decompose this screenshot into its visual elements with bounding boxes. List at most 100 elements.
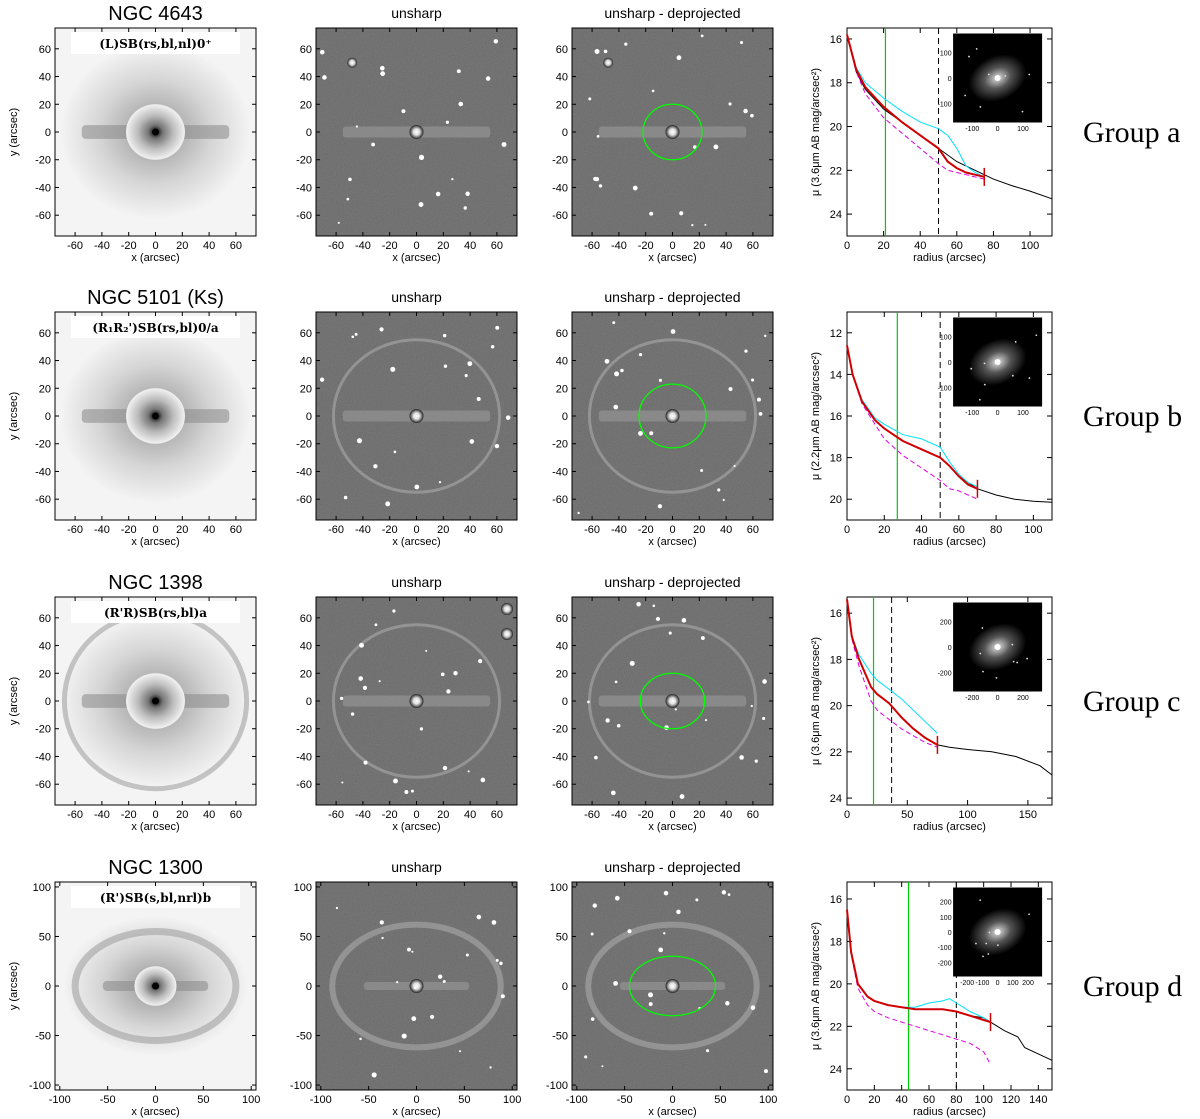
profile-panel: 0 50 100 150 16 18 20 22 24 radius (arcsec) μ (3.6… — [810, 596, 1053, 833]
x-tick-label: -20 — [121, 524, 137, 536]
x-tick-label: 20 — [878, 524, 890, 536]
x-tick-label: 40 — [720, 809, 732, 821]
inset-image: -200 -200 0 0 200 200 — [938, 602, 1043, 702]
x-tick-label: 80 — [950, 1094, 962, 1106]
field-star — [411, 950, 414, 953]
x-tick-label: 20 — [176, 524, 188, 536]
x-tick-label: -60 — [67, 809, 83, 821]
y-tick-label: 40 — [556, 72, 568, 84]
field-star — [590, 932, 594, 936]
x-tick-label: 20 — [868, 1094, 880, 1106]
x-tick-label: 0 — [669, 240, 675, 252]
y-tick-label: 20 — [300, 668, 312, 680]
profile-panel: 0 20 40 60 80 100 120 140 16 18 20 22 24 radius (arcs… — [810, 881, 1053, 1118]
x-tick-label: -40 — [355, 809, 371, 821]
x-tick-label: 50 — [458, 1094, 470, 1106]
unsharp-title: unsharp — [391, 289, 442, 305]
profile-y-label: μ (3.6μm AB mag/arcsec²) — [810, 68, 822, 196]
y-tick-label: -100 — [546, 1080, 568, 1092]
inset-y-tick: 0 — [948, 645, 952, 652]
galaxy-title: NGC 4643 — [108, 3, 203, 25]
y-tick-label: 0 — [306, 127, 312, 139]
profile-panel: 0 20 40 60 80 100 12 14 16 18 20 radius (arcsec) μ (… — [810, 311, 1053, 548]
profile-series-minor — [846, 345, 978, 500]
x-tick-label: 0 — [844, 809, 850, 821]
field-star — [750, 113, 754, 118]
field-star — [442, 333, 447, 338]
x-tick-label: -20 — [382, 240, 398, 252]
x-tick-label: -60 — [328, 809, 344, 821]
inset-x-tick: -100 — [965, 126, 979, 133]
field-star — [451, 177, 454, 181]
field-star — [679, 794, 685, 799]
inset-star — [983, 362, 986, 365]
y-tick-label: 60 — [300, 328, 312, 340]
field-star — [404, 790, 409, 794]
y-tick-label: -50 — [35, 1031, 51, 1043]
x-tick-label: 60 — [953, 524, 965, 536]
field-star — [390, 366, 396, 372]
x-tick-label: 0 — [844, 240, 850, 252]
x-axis-label: x (arcsec) — [131, 821, 179, 833]
inset-x-tick: 100 — [1017, 126, 1029, 133]
classification-label: (R'R)SB(rs,bl)a — [104, 606, 207, 620]
y-tick-label: 40 — [39, 72, 51, 84]
group-label: Group d — [1083, 970, 1182, 1003]
field-star — [721, 890, 727, 895]
field-star — [594, 755, 598, 760]
profile-series-minor — [846, 909, 991, 1065]
inset-image: -100 -100 0 0 100 100 — [938, 33, 1043, 133]
x-tick-label: 60 — [747, 240, 759, 252]
x-tick-label: -20 — [638, 240, 654, 252]
y-tick-label: -20 — [552, 155, 568, 167]
field-star — [464, 374, 468, 378]
unsharp-title: unsharp — [391, 574, 442, 590]
field-star — [744, 349, 748, 353]
galaxy-image-panel: (R')SB(s,bl,nrl)b -100 -100 -50 -50 0 0 50 50 100… — [8, 881, 260, 1118]
inset-y-tick: -100 — [938, 945, 952, 952]
inset-x-tick: 100 — [1017, 410, 1029, 417]
inset-y-tick: 0 — [948, 360, 952, 367]
inset-image: -100 -100 0 0 100 100 — [938, 317, 1043, 417]
field-star — [410, 789, 414, 793]
x-tick-label: 20 — [693, 524, 705, 536]
core — [409, 694, 424, 708]
y-tick-label: 60 — [300, 44, 312, 56]
inset-y-tick: 100 — [940, 915, 952, 922]
y-tick-label: -60 — [35, 779, 51, 791]
core — [409, 125, 424, 139]
field-star — [379, 65, 385, 71]
y-tick-label: 12 — [830, 328, 842, 340]
core — [409, 979, 424, 993]
field-star — [362, 685, 368, 690]
x-tick-label: -50 — [100, 1094, 116, 1106]
field-star — [494, 443, 500, 449]
field-star — [655, 616, 660, 622]
y-tick-label: 20 — [556, 668, 568, 680]
inset-y-tick: -100 — [938, 101, 952, 108]
inset-star — [979, 899, 982, 902]
field-star — [691, 223, 694, 227]
x-tick-label: -60 — [584, 240, 600, 252]
y-axis-label: y (arcsec) — [8, 677, 20, 725]
y-tick-label: 50 — [39, 931, 51, 943]
profile-y-label: μ (3.6μm AB mag/arcsec²) — [810, 922, 822, 1050]
y-tick-label: 16 — [830, 34, 842, 46]
field-star — [359, 1037, 362, 1041]
profile-series-deprojected — [846, 599, 938, 746]
inset-x-tick: 200 — [1022, 980, 1034, 987]
field-star — [739, 40, 744, 45]
core — [665, 979, 680, 993]
field-star — [604, 358, 610, 364]
y-tick-label: 60 — [556, 613, 568, 625]
field-star — [763, 1069, 768, 1074]
field-star — [322, 75, 327, 80]
x-tick-label: 60 — [923, 1094, 935, 1106]
inset-star — [1028, 377, 1031, 379]
x-tick-label: 50 — [714, 1094, 726, 1106]
x-tick-label: 60 — [747, 524, 759, 536]
field-star — [754, 759, 758, 763]
ring-feature — [331, 623, 502, 779]
classification-label: (R₁R₂')SB(rs,bl)0/a — [92, 321, 219, 335]
radius-axis-label: radius (arcsec) — [913, 536, 986, 548]
